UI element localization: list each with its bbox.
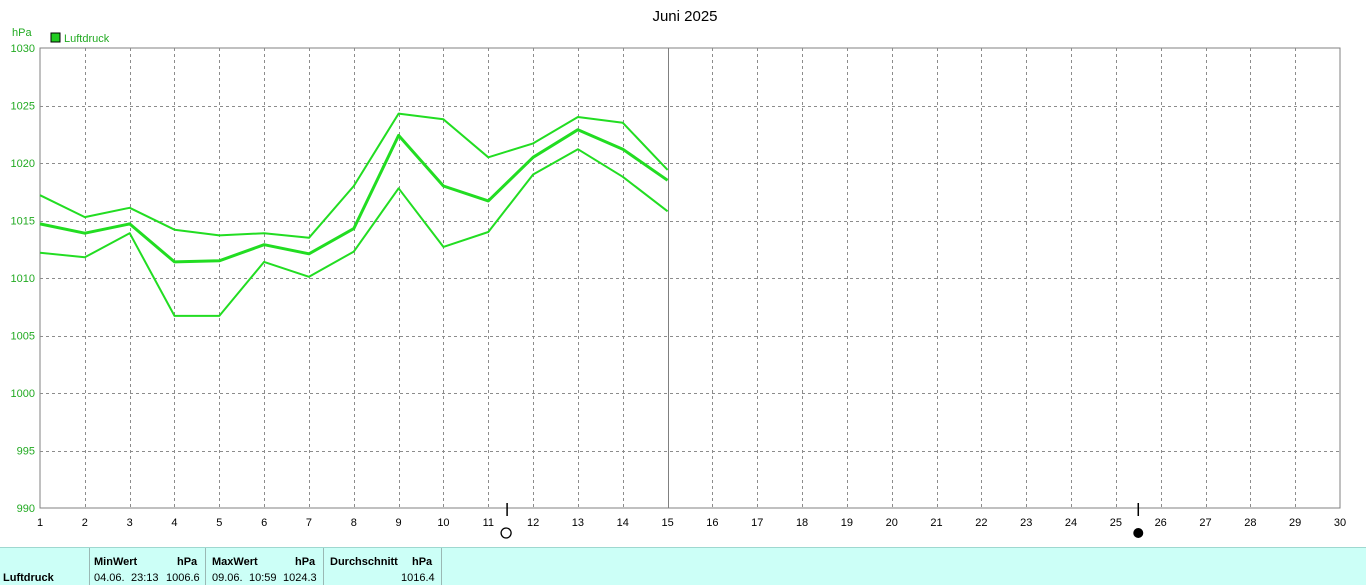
x-tick-label: 16 xyxy=(706,517,718,529)
x-tick-label: 5 xyxy=(216,517,222,529)
max-time: 10:59 xyxy=(249,572,277,584)
y-tick-label: 990 xyxy=(17,503,35,515)
x-tick-label: 14 xyxy=(617,517,629,529)
y-tick-label: 1030 xyxy=(11,43,35,55)
x-tick-label: 21 xyxy=(930,517,942,529)
stats-bar: Luftdruck MinWert hPa 04.06. 23:13 1006.… xyxy=(0,547,1366,585)
avg-value: 1016.4 xyxy=(401,572,435,584)
x-tick-label: 18 xyxy=(796,517,808,529)
x-tick-label: 8 xyxy=(351,517,357,529)
x-tick-label: 10 xyxy=(437,517,449,529)
stats-min-cell: MinWert hPa 04.06. 23:13 1006.6 xyxy=(90,548,206,585)
min-value: 1006.6 xyxy=(166,572,200,584)
x-tick-label: 29 xyxy=(1289,517,1301,529)
avg-unit: hPa xyxy=(412,556,433,568)
x-tick-label: 13 xyxy=(572,517,584,529)
x-tick-label: 26 xyxy=(1155,517,1167,529)
x-tick-label: 23 xyxy=(1020,517,1032,529)
y-tick-label: 995 xyxy=(17,446,35,458)
moon-markers xyxy=(500,503,1144,539)
y-tick-label: 1005 xyxy=(11,331,35,343)
y-tick-label: 1015 xyxy=(11,216,35,228)
series-line-min xyxy=(39,148,669,317)
x-tick-label: 20 xyxy=(886,517,898,529)
series-layer xyxy=(39,112,669,317)
max-unit: hPa xyxy=(295,556,316,568)
y-tick-label: 1020 xyxy=(11,158,35,170)
new-moon-icon xyxy=(1133,528,1144,538)
avg-header: Durchschnitt xyxy=(330,556,398,568)
x-tick-label: 1 xyxy=(37,517,43,529)
x-tick-label: 30 xyxy=(1334,517,1346,529)
legend-swatch xyxy=(50,32,61,43)
x-tick-label: 19 xyxy=(841,517,853,529)
series-line-mean xyxy=(39,128,669,264)
chart-title: Juni 2025 xyxy=(652,8,717,25)
x-tick-label: 27 xyxy=(1199,517,1211,529)
max-header: MaxWert xyxy=(212,556,258,568)
grid xyxy=(40,48,1340,508)
x-tick-label: 6 xyxy=(261,517,267,529)
stats-avg-cell: Durchschnitt hPa 1016.4 xyxy=(324,548,442,585)
y-tick-label: 1000 xyxy=(11,388,35,400)
x-tick-label: 28 xyxy=(1244,517,1256,529)
min-time: 23:13 xyxy=(131,572,159,584)
x-tick-label: 17 xyxy=(751,517,763,529)
y-tick-label: 1010 xyxy=(11,273,35,285)
x-tick-label: 4 xyxy=(171,517,177,529)
y-axis: 990 995 1000 1005 1010 1015 1020 1025 1030 xyxy=(11,43,35,515)
y-tick-label: 1025 xyxy=(11,101,35,113)
x-tick-label: 12 xyxy=(527,517,539,529)
x-tick-label: 15 xyxy=(661,517,673,529)
x-tick-label: 3 xyxy=(127,517,133,529)
stats-max-cell: MaxWert hPa 09.06. 10:59 1024.3 xyxy=(206,548,324,585)
series-line-max xyxy=(39,112,669,239)
x-tick-label: 25 xyxy=(1110,517,1122,529)
pressure-chart: Juni 2025 hPa Luftdruck 990 995 1000 1005 10… xyxy=(11,8,1346,539)
max-date: 09.06. xyxy=(212,572,243,584)
x-axis: 1 2 3 4 5 6 7 8 9 10 11 12 13 14 15 16 17 18 19 20 21 22 23 24 2… xyxy=(37,517,1346,529)
x-tick-label: 7 xyxy=(306,517,312,529)
max-value: 1024.3 xyxy=(283,572,317,584)
full-moon-icon xyxy=(500,527,512,539)
y-axis-unit-label: hPa xyxy=(12,27,32,39)
min-date: 04.06. xyxy=(94,572,125,584)
x-tick-label: 11 xyxy=(483,517,494,529)
min-unit: hPa xyxy=(177,556,198,568)
stats-row-label: Luftdruck xyxy=(3,572,54,584)
legend: Luftdruck xyxy=(50,32,110,45)
x-tick-label: 22 xyxy=(975,517,987,529)
min-header: MinWert xyxy=(94,556,138,568)
x-tick-label: 24 xyxy=(1065,517,1077,529)
legend-label: Luftdruck xyxy=(64,33,110,45)
stats-row-label-cell: Luftdruck xyxy=(0,548,90,585)
x-tick-label: 9 xyxy=(396,517,402,529)
x-tick-label: 2 xyxy=(82,517,88,529)
